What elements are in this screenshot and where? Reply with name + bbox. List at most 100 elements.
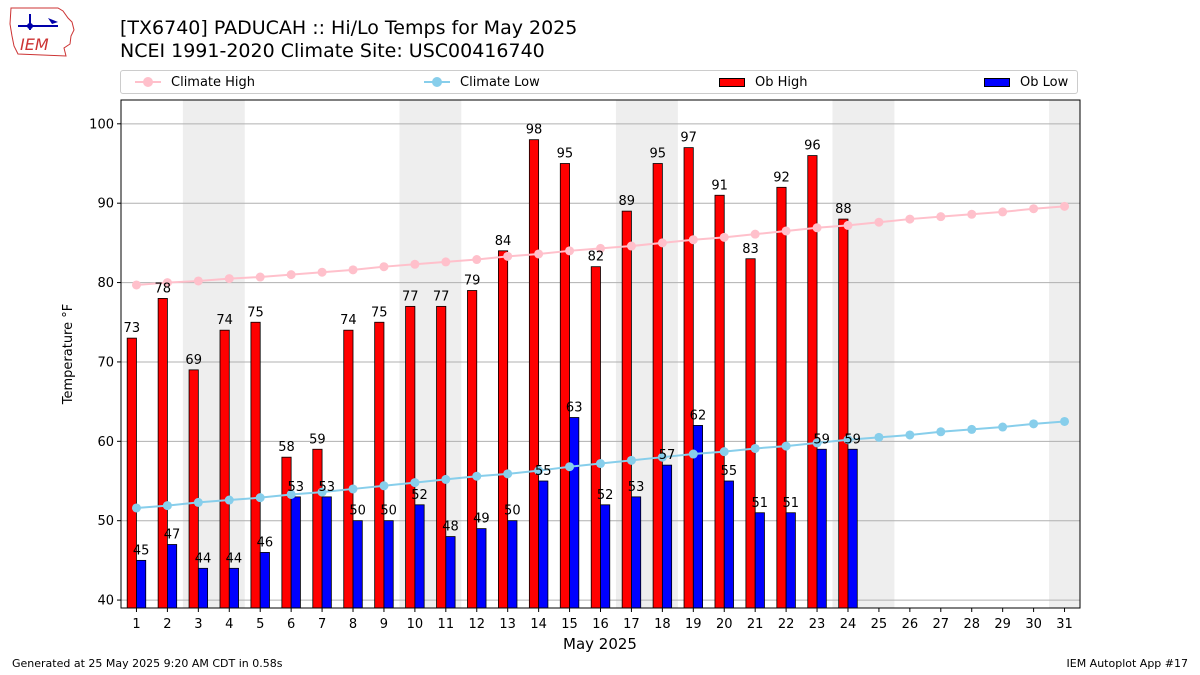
ob-high-bar: [838, 218, 849, 609]
ob-high-bar: [405, 305, 416, 609]
legend-ob-low: Ob Low: [984, 71, 1068, 93]
climate-high-point: [379, 262, 389, 272]
ob-high-bar: [745, 258, 756, 609]
ob-high-label: 83: [742, 242, 759, 257]
climate-high-point: [688, 235, 698, 245]
ob-high-bar: [250, 321, 261, 609]
climate-low-line-swatch: [424, 77, 450, 87]
climate-low-point: [534, 466, 544, 476]
ob-low-bar: [290, 496, 301, 609]
ob-low-label: 52: [597, 488, 614, 503]
ob-low-label: 51: [752, 496, 769, 511]
x-tick-label: 20: [716, 617, 733, 632]
x-tick-label: 17: [623, 617, 640, 632]
x-tick-label: 16: [592, 617, 609, 632]
climate-high-point: [874, 217, 884, 227]
x-tick-label: 13: [499, 617, 516, 632]
ob-high-label: 84: [495, 234, 512, 249]
ob-low-label: 53: [288, 480, 305, 495]
climate-high-point: [472, 255, 482, 265]
climate-high-point: [812, 223, 822, 233]
y-tick-label: 90: [97, 197, 114, 212]
y-tick-label: 80: [97, 276, 114, 291]
ob-low-bar: [228, 567, 239, 609]
y-tick-label: 70: [97, 355, 114, 370]
ob-high-label: 97: [680, 131, 697, 146]
climate-low-point: [317, 487, 327, 497]
climate-low-point: [503, 469, 513, 479]
climate-low-point: [1029, 419, 1039, 429]
ob-low-bar: [352, 520, 363, 609]
ob-low-bar: [785, 512, 796, 609]
x-tick-label: 14: [530, 617, 547, 632]
climate-high-point: [781, 226, 791, 236]
ob-high-label: 92: [773, 170, 790, 185]
climate-high-point: [626, 241, 636, 251]
climate-high-point: [193, 276, 203, 286]
y-tick-label: 100: [89, 117, 114, 132]
x-tick-label: 10: [407, 617, 424, 632]
ob-high-bar: [312, 448, 323, 609]
ob-high-swatch: [719, 77, 745, 87]
x-tick-label: 2: [163, 617, 171, 632]
climate-low-point: [688, 449, 698, 459]
ob-low-label: 50: [349, 504, 366, 519]
x-tick-label: 4: [225, 617, 233, 632]
ob-high-label: 79: [464, 274, 481, 289]
climate-low-point: [781, 441, 791, 451]
x-tick-label: 29: [994, 617, 1011, 632]
x-tick-label: 25: [871, 617, 888, 632]
ob-low-bar: [847, 448, 858, 609]
ob-high-bar: [188, 369, 199, 609]
climate-low-point: [812, 438, 822, 448]
x-tick-label: 9: [380, 617, 388, 632]
ob-low-label: 57: [659, 448, 676, 463]
climate-low-point: [998, 422, 1008, 432]
x-tick-label: 26: [902, 617, 919, 632]
ob-low-label: 59: [813, 432, 830, 447]
climate-high-point: [998, 207, 1008, 217]
ob-low-bar: [136, 559, 147, 609]
climate-low-point: [193, 497, 203, 507]
ob-low-bar: [569, 417, 580, 609]
x-tick-label: 24: [840, 617, 857, 632]
ob-high-label: 77: [402, 289, 419, 304]
ob-low-bar: [167, 544, 178, 609]
climate-low-point: [286, 489, 296, 499]
ob-low-label: 59: [844, 432, 861, 447]
ob-low-bar: [600, 504, 611, 609]
logo-text: IEM: [20, 35, 49, 54]
climate-low-point: [719, 447, 729, 457]
generated-note: Generated at 25 May 2025 9:20 AM CDT in …: [12, 657, 283, 670]
climate-low-point: [596, 459, 605, 469]
climate-high-point: [936, 212, 946, 222]
ob-low-label: 46: [257, 535, 274, 550]
legend-label: Ob Low: [1020, 74, 1069, 90]
x-tick-label: 18: [654, 617, 671, 632]
ob-high-bar: [343, 329, 354, 609]
ob-high-bar: [219, 329, 230, 609]
climate-high-point: [967, 209, 977, 219]
ob-high-bar: [776, 186, 787, 609]
ob-high-label: 95: [649, 147, 666, 162]
ob-low-label: 50: [504, 504, 521, 519]
climate-high-point: [843, 220, 853, 230]
ob-low-label: 63: [566, 401, 583, 416]
climate-high-line-swatch: [135, 77, 161, 87]
ob-high-label: 95: [557, 147, 574, 162]
ob-high-bar: [590, 266, 601, 609]
ob-high-label: 73: [124, 321, 141, 336]
x-tick-label: 8: [349, 617, 357, 632]
chart-title: [TX6740] PADUCAH :: Hi/Lo Temps for May …: [120, 17, 578, 39]
ob-low-label: 52: [411, 488, 428, 503]
y-tick-label: 40: [97, 594, 114, 609]
ob-low-bar: [383, 520, 394, 609]
ob-high-label: 77: [433, 289, 450, 304]
x-tick-label: 31: [1056, 617, 1073, 632]
climate-low-point: [441, 474, 451, 484]
ob-low-bar: [754, 512, 765, 609]
climate-high-point: [750, 229, 760, 239]
climate-low-point: [657, 452, 667, 462]
ob-low-bar: [197, 567, 209, 609]
ob-high-bar: [714, 194, 725, 609]
